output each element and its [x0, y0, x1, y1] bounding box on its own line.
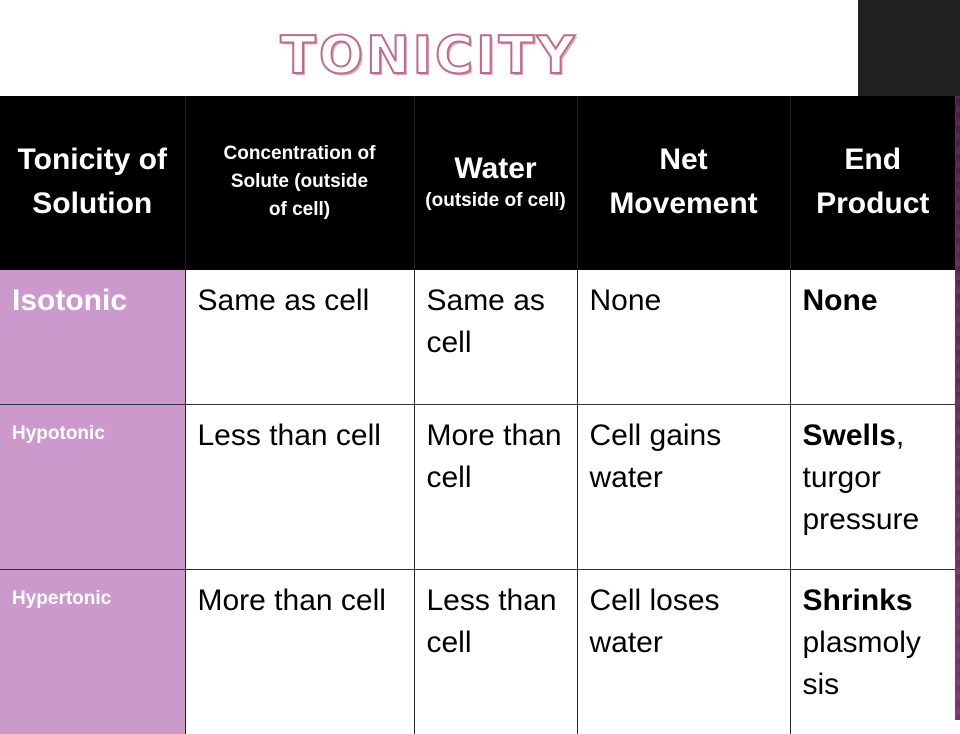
- header-solute-line2: Solute (outside: [186, 168, 414, 196]
- cell-solute: Same as cell: [185, 269, 414, 405]
- cell-end-product: None: [790, 269, 955, 405]
- cell-end-product: Shrinks plasmoly sis: [790, 570, 955, 734]
- cell-net-movement: Cell loses water: [577, 570, 790, 734]
- end-product-bold: None: [803, 284, 878, 317]
- cell-water: Same as cell: [414, 269, 577, 405]
- cell-solute: Less than cell: [185, 405, 414, 570]
- cell-net-movement: Cell gains water: [577, 405, 790, 570]
- table-header-row: Tonicity of Solution Concentration of So…: [0, 96, 955, 269]
- cell-tonicity: Isotonic: [0, 269, 185, 405]
- cell-end-product: Swells, turgor pressure: [790, 405, 955, 570]
- cell-tonicity: Hypotonic: [0, 405, 185, 570]
- end-product-bold: Swells: [803, 419, 896, 452]
- header-tonicity: Tonicity of Solution: [0, 96, 185, 269]
- header-water-label: Water: [415, 150, 577, 188]
- header-solute-line1: Concentration of: [186, 140, 414, 168]
- header-end-product-label: End Product: [791, 138, 956, 226]
- cell-water: More than cell: [414, 405, 577, 570]
- cell-solute: More than cell: [185, 570, 414, 734]
- slide-title: TONICITY: [0, 26, 858, 86]
- header-tonicity-label: Tonicity of Solution: [0, 138, 185, 226]
- end-product-bold: Shrinks: [803, 584, 913, 617]
- end-product-rest: plasmoly sis: [803, 626, 921, 701]
- cell-water: Less than cell: [414, 570, 577, 734]
- header-net-movement: Net Movement: [577, 96, 790, 269]
- header-solute-line3: of cell): [186, 196, 414, 224]
- tonicity-table: Tonicity of Solution Concentration of So…: [0, 96, 955, 734]
- cell-net-movement: None: [577, 269, 790, 405]
- table-row: Isotonic Same as cell Same as cell None …: [0, 269, 955, 405]
- header-water: Water (outside of cell): [414, 96, 577, 269]
- table-row: Hypotonic Less than cell More than cell …: [0, 405, 955, 570]
- table-row: Hypertonic More than cell Less than cell…: [0, 570, 955, 734]
- header-net-movement-label: Net Movement: [578, 138, 790, 226]
- decorative-top-band: [858, 0, 960, 96]
- header-end-product: End Product: [790, 96, 955, 269]
- cell-tonicity: Hypertonic: [0, 570, 185, 734]
- header-water-sub: (outside of cell): [415, 188, 577, 214]
- header-solute: Concentration of Solute (outside of cell…: [185, 96, 414, 269]
